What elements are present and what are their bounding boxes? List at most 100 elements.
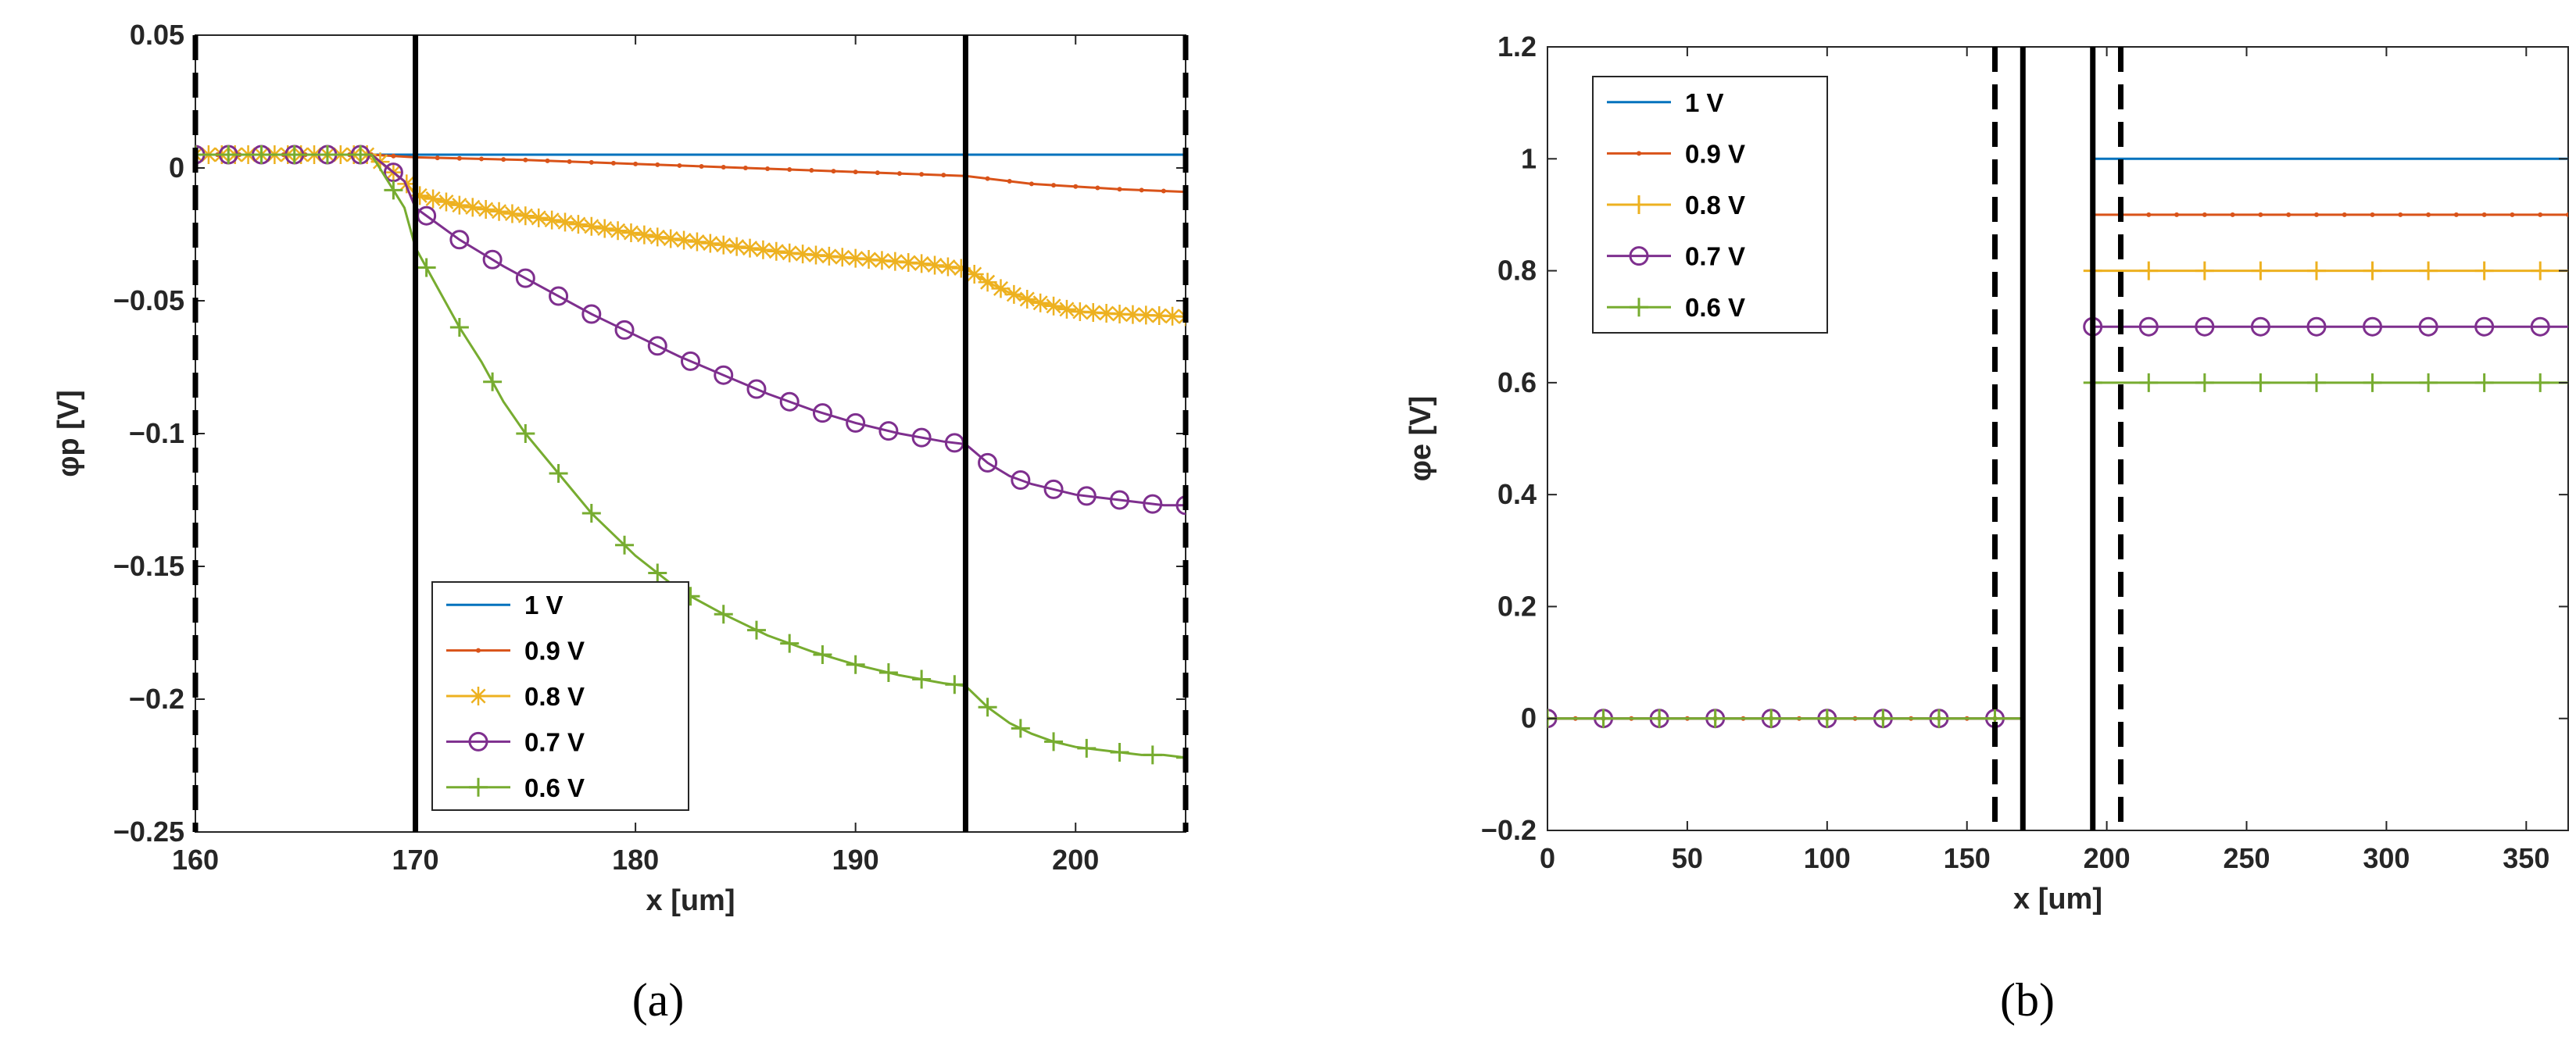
data-marker [391, 153, 396, 159]
legend-label: 0.8 V [1685, 191, 1745, 220]
legend-marker [476, 648, 481, 653]
data-marker [779, 391, 800, 412]
data-marker [1011, 470, 1031, 490]
data-marker [581, 304, 602, 324]
data-marker [1011, 719, 1030, 738]
data-marker [1817, 709, 1837, 728]
data-marker [1097, 303, 1116, 323]
x-tick-label: 300 [2363, 842, 2410, 874]
x-tick-label: 200 [1052, 844, 1099, 876]
data-marker [655, 162, 660, 167]
data-marker [2230, 212, 2235, 217]
data-marker [476, 200, 496, 220]
data-marker [809, 168, 814, 173]
data-marker [912, 669, 932, 689]
data-marker [2258, 212, 2263, 217]
data-marker [899, 253, 918, 273]
data-marker [1083, 302, 1103, 322]
data-marker [721, 164, 726, 170]
data-marker [2139, 373, 2159, 392]
legend-marker [1637, 151, 1641, 156]
data-marker [2418, 316, 2438, 337]
y-tick-label: 1 [1521, 142, 1537, 174]
data-marker [1110, 305, 1129, 323]
data-marker [896, 171, 902, 177]
data-marker [677, 162, 682, 168]
x-tick-label: 350 [2503, 842, 2549, 874]
data-marker [515, 268, 535, 288]
data-marker [793, 245, 813, 264]
data-marker [2419, 261, 2438, 280]
data-marker [479, 156, 485, 162]
data-marker [2474, 316, 2495, 337]
data-marker [589, 159, 594, 165]
y-tick-label: 0 [169, 152, 184, 184]
data-marker [878, 663, 898, 682]
data-marker [714, 605, 733, 624]
data-marker [859, 249, 878, 269]
data-marker [819, 246, 839, 266]
data-marker [2174, 212, 2180, 217]
data-marker [435, 155, 440, 161]
data-marker [1077, 738, 1097, 758]
data-marker [2342, 212, 2347, 217]
x-axis-label: x [um] [2013, 883, 2102, 916]
data-marker [2195, 316, 2215, 337]
data-marker [2363, 373, 2382, 392]
data-marker [568, 215, 588, 234]
data-marker [832, 248, 852, 267]
series-layer [195, 145, 1186, 767]
data-marker [787, 167, 792, 173]
data-marker [767, 241, 786, 261]
data-marker [483, 372, 503, 391]
data-marker [2363, 261, 2382, 280]
legend-label: 0.7 V [524, 727, 585, 756]
x-tick-label: 250 [2223, 842, 2270, 874]
panel-a-caption: (a) [632, 974, 685, 1026]
data-marker [2195, 261, 2214, 280]
data-marker [449, 318, 469, 337]
legend-label: 0.7 V [1685, 242, 1745, 271]
series-layer [1547, 157, 2568, 729]
data-marker [700, 234, 720, 253]
data-marker [780, 634, 800, 653]
legend-label: 0.9 V [1685, 139, 1745, 168]
data-marker [886, 252, 905, 271]
y-axis-label: φe [V] [1404, 396, 1437, 482]
data-marker [2146, 212, 2152, 217]
data-marker [740, 238, 760, 258]
data-marker [2474, 373, 2494, 392]
y-tick-label: 1.2 [1497, 30, 1537, 62]
data-marker [875, 170, 880, 176]
y-tick-label: 0.05 [130, 19, 184, 51]
legend-label: 1 V [1685, 88, 1724, 117]
data-marker [581, 216, 601, 236]
data-marker [1073, 184, 1079, 189]
data-marker [436, 192, 456, 212]
data-marker [2398, 212, 2403, 217]
data-marker [2139, 261, 2159, 280]
data-marker [1117, 187, 1122, 192]
x-tick-label: 170 [392, 844, 439, 876]
data-marker [742, 166, 748, 170]
data-marker [503, 204, 522, 223]
data-marker [621, 223, 641, 242]
data-marker [463, 198, 482, 217]
data-marker [1161, 188, 1166, 194]
y-axis-label: φp [V] [52, 390, 85, 477]
data-marker [633, 161, 639, 166]
legend-marker [469, 777, 488, 797]
data-marker [846, 412, 866, 433]
data-marker [2531, 261, 2550, 280]
data-marker [2474, 261, 2494, 280]
data-marker [753, 240, 773, 259]
x-tick-label: 0 [1540, 842, 1555, 874]
data-marker [978, 273, 997, 292]
data-marker [2510, 212, 2515, 217]
y-tick-label: −0.25 [113, 816, 184, 848]
y-tick-label: 0.2 [1497, 590, 1537, 622]
data-marker [1044, 296, 1064, 316]
legend-label: 0.6 V [1685, 293, 1745, 322]
data-marker [1175, 495, 1186, 516]
data-marker [813, 645, 832, 665]
